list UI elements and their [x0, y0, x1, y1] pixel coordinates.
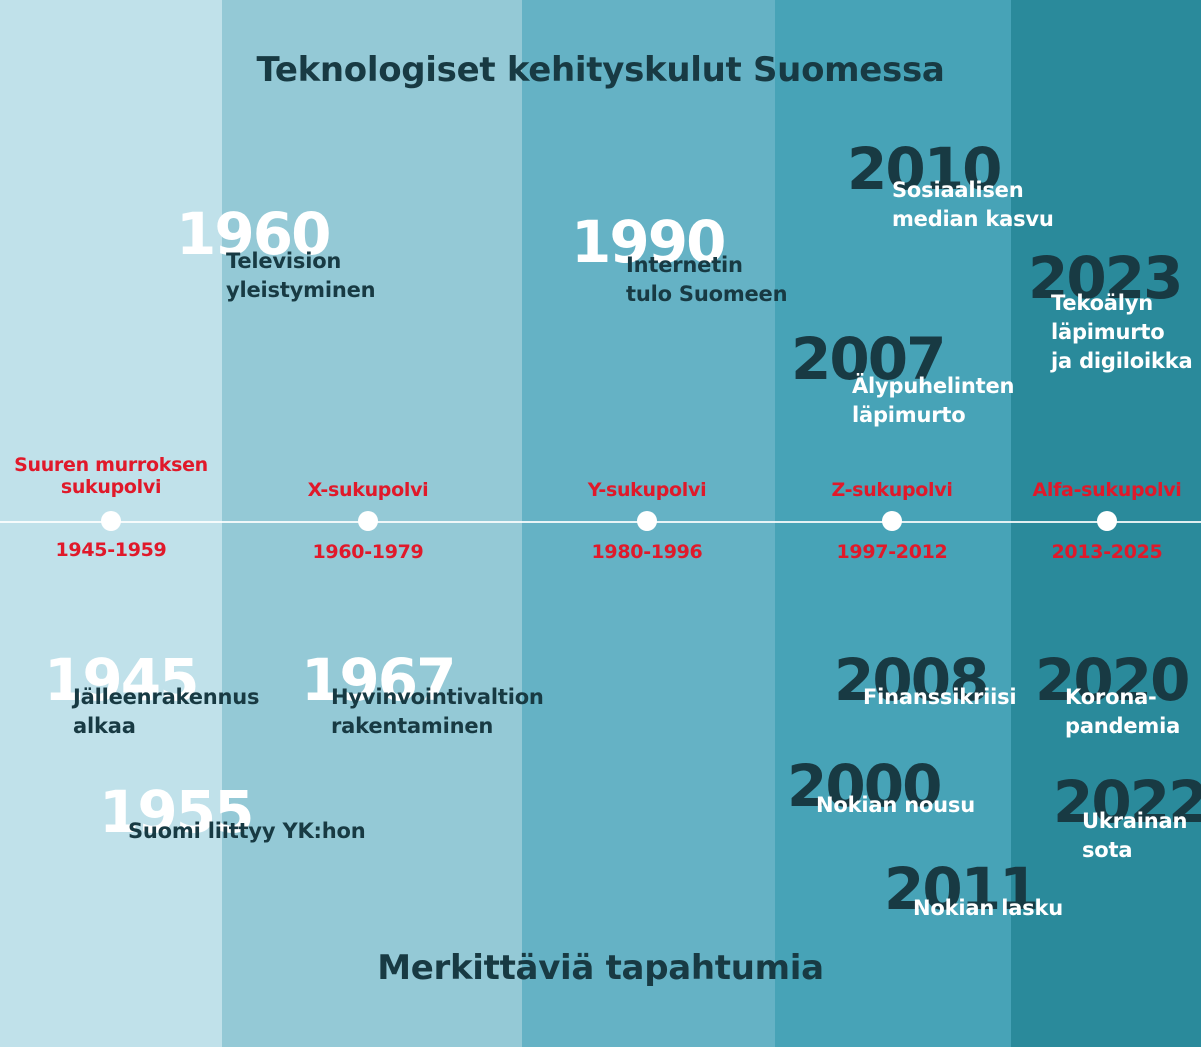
generation-years: 1960-1979: [312, 541, 424, 563]
event-description: Finanssikriisi: [863, 685, 1017, 709]
event-year: 2022: [1053, 768, 1201, 836]
page-title: Teknologiset kehityskulut Suomessa: [256, 50, 945, 90]
generation-name: Alfa-sukupolvi: [1032, 479, 1182, 501]
event-year: 2010: [847, 135, 1002, 203]
timeline-dot: [637, 511, 657, 531]
event-description: Internetin tulo Suomeen: [626, 253, 788, 306]
event-year: 1945: [44, 646, 199, 714]
event-description: Suomi liittyy YK:hon: [128, 819, 366, 843]
timeline-dot: [1097, 511, 1117, 531]
event-description: Jälleenrakennus alkaa: [73, 685, 260, 738]
event-year: 2023: [1028, 244, 1183, 312]
generation-years: 1980-1996: [591, 541, 703, 563]
generation-name: Z-sukupolvi: [831, 479, 953, 501]
generation-name: X-sukupolvi: [307, 479, 429, 501]
generation-years: 1945-1959: [55, 539, 167, 561]
generation-years: 1997-2012: [836, 541, 948, 563]
event-year: 1960: [176, 200, 331, 268]
event-year: 2007: [791, 325, 946, 393]
event-description: Television yleistyminen: [226, 249, 376, 302]
event-year: 1990: [571, 208, 726, 276]
event-year: 2011: [884, 855, 1039, 923]
timeline-dot: [358, 511, 378, 531]
event-description: Hyvinvointivaltion rakentaminen: [331, 685, 544, 738]
event-description: Korona-pandemia: [1065, 685, 1181, 738]
event-year: 2020: [1035, 646, 1190, 714]
event-description: Nokian nousu: [816, 793, 975, 817]
generation-years: 2013-2025: [1051, 541, 1163, 563]
event-description: Tekoälyn läpimurto ja digiloikka: [1051, 291, 1193, 373]
section-subtitle: Merkittäviä tapahtumia: [377, 948, 824, 988]
generation-name: Suuren murroksen sukupolvi: [14, 454, 208, 498]
event-description: Sosiaalisen median kasvu: [892, 178, 1054, 231]
timeline-axis: [0, 521, 1201, 523]
event-description: Ukrainan sota: [1082, 809, 1188, 862]
event-year: 1955: [99, 778, 254, 846]
event-year: 2000: [787, 752, 942, 820]
generation-name: Y-sukupolvi: [587, 479, 707, 501]
event-year: 1967: [301, 646, 456, 714]
event-year: 2008: [834, 646, 989, 714]
event-description: Nokian lasku: [913, 896, 1063, 920]
event-description: Älypuhelinten läpimurto: [852, 374, 1015, 427]
timeline-dot: [101, 511, 121, 531]
timeline-dot: [882, 511, 902, 531]
